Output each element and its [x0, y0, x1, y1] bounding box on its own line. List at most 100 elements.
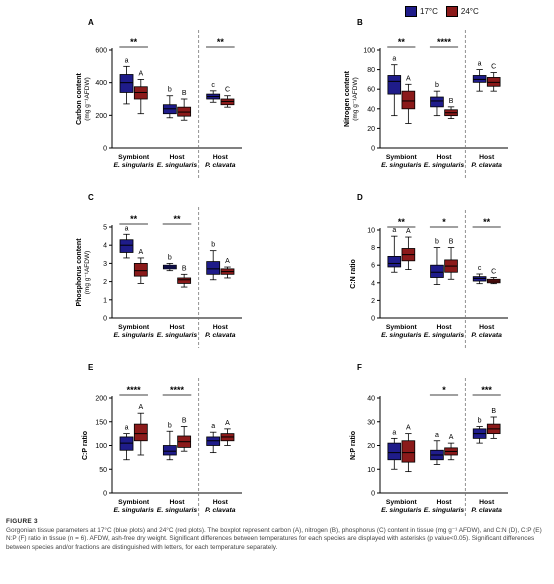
panel-b-y-tick-label: 60 [367, 87, 375, 94]
panel-f-category-sublabel: E. singularis [381, 507, 422, 514]
panel-e-y-tick-label: 100 [95, 443, 107, 450]
panel-f-significance-letter: a [392, 429, 396, 436]
panel-b-category-label: Host [479, 154, 495, 161]
panel-f-box [401, 440, 416, 463]
panel-c-category-sublabel: E. singularis [113, 332, 154, 339]
panel-f-y-tick-label: 40 [367, 396, 375, 403]
panel-b-category-sublabel: P. clavata [471, 162, 502, 169]
legend-swatch-24 [445, 5, 458, 17]
panel-f-y-tick-label: 10 [367, 467, 375, 474]
panel-f-y-tick-label: 20 [367, 443, 375, 450]
panel-a-significance-letter: a [125, 57, 129, 64]
panel-d-y-tick-label: 0 [371, 316, 375, 323]
panel-b-category-sublabel: E. singularis [381, 162, 422, 169]
panel-f-category-label: Symbiont [386, 499, 418, 506]
panel-a-y-tick-label: 400 [95, 80, 107, 87]
panel-f-category-sublabel: E. singularis [424, 507, 465, 514]
panel-d-significance-letter: a [392, 227, 396, 234]
panel-f-significance-stars: *** [481, 385, 492, 395]
panel-c-box [206, 261, 221, 275]
panel-a-box [119, 74, 134, 93]
panel-d-category-label: Host [479, 324, 495, 331]
panel-a-category-sublabel: E. singularis [113, 162, 154, 169]
panel-b-significance-letter: A [406, 75, 411, 82]
panel-b-box [401, 90, 416, 110]
panel-e-box [133, 423, 148, 442]
panel-a-significance-stars: ** [130, 37, 138, 47]
panel-d-significance-letter: B [449, 239, 454, 246]
panel-a-category-label: Host [213, 154, 229, 161]
panel-c-category-label: Host [169, 324, 185, 331]
panel-e-box [162, 445, 177, 456]
legend-swatch-17 [405, 5, 417, 17]
panel-f-significance-letter: A [406, 425, 411, 432]
panel-c-y-tick-label: 5 [103, 225, 107, 232]
panel-b-y-tick-label: 80 [367, 67, 375, 74]
panel-c-significance-letter: B [182, 265, 187, 272]
panel-e-category-label: Host [169, 499, 185, 506]
panel-a-significance-letter: B [182, 90, 187, 97]
panel-d-y-tick-label: 8 [371, 245, 375, 252]
panel-b-category-sublabel: E. singularis [424, 162, 465, 169]
panel-f-category-label: Host [436, 499, 452, 506]
panel-a-y-tick-label: 600 [95, 48, 107, 55]
panel-f-box [387, 442, 402, 461]
panel-c-significance-letter: A [225, 258, 230, 265]
panel-c-y-tick-label: 0 [103, 316, 107, 323]
panel-b-box [387, 75, 402, 95]
panel-c-significance-letter: b [168, 254, 172, 261]
panel-d-y-tick-label: 10 [367, 228, 375, 235]
panel-d-significance-stars: ** [483, 217, 491, 227]
panel-a-category-label: Host [169, 154, 185, 161]
panel-a-y-label-units: (mg g⁻¹AFDW) [84, 77, 91, 121]
panel-e-category-sublabel: P. clavata [205, 507, 236, 514]
panel-e-category-sublabel: E. singularis [157, 507, 198, 514]
panel-b-significance-letter: a [478, 61, 482, 68]
panel-e-y-tick-label: 150 [95, 419, 107, 426]
panel-d-category-sublabel: E. singularis [424, 332, 465, 339]
figure-caption: FIGURE 3 Gorgonian tissue parameters at … [6, 518, 548, 553]
panel-d-category-label: Host [436, 324, 452, 331]
panel-e-significance-letter: a [125, 425, 129, 432]
caption-label: FIGURE 3 [6, 518, 38, 525]
panel-c-category-label: Host [213, 324, 229, 331]
panel-f-letter: F [357, 363, 362, 372]
panel-b-y-label-units: (mg g⁻¹AFDW) [352, 77, 359, 121]
panel-d-significance-stars: * [442, 217, 446, 227]
panel-d-category-sublabel: E. singularis [381, 332, 422, 339]
panel-b-y-tick-label: 20 [367, 126, 375, 133]
panel-d-box [387, 255, 402, 268]
panel-f-significance-stars: * [442, 385, 446, 395]
panel-e-letter: E [88, 363, 94, 372]
panel-b-significance-stars: **** [437, 37, 452, 47]
panel-c-box [177, 277, 192, 284]
panel-f-significance-letter: a [435, 432, 439, 439]
panel-a-category-sublabel: E. singularis [157, 162, 198, 169]
panel-a-significance-letter: c [211, 82, 215, 89]
legend-label-24: 24°C [460, 6, 479, 16]
panel-c-category-sublabel: E. singularis [157, 332, 198, 339]
panel-f-y-tick-label: 0 [371, 491, 375, 498]
legend: 17°C 24°C [405, 4, 487, 18]
panel-b-category-label: Host [436, 154, 452, 161]
panel-a-category-sublabel: P. clavata [205, 162, 236, 169]
panel-a-category-label: Symbiont [118, 154, 150, 161]
panel-c-y-tick-label: 2 [103, 279, 107, 286]
panel-c-category-sublabel: P. clavata [205, 332, 236, 339]
panel-c-significance-stars: ** [173, 214, 181, 224]
panel-d-y-tick-label: 6 [371, 263, 375, 270]
panel-c-y-label: Phosphorus content [76, 238, 83, 307]
legend-label-17: 17°C [420, 6, 438, 16]
panel-b-y-tick-label: 0 [371, 146, 375, 153]
panel-a-y-label: Carbon content [76, 72, 83, 124]
panel-d-y-label: C:N ratio [350, 259, 357, 289]
panel-f-y-label: N:P ratio [350, 431, 357, 460]
panel-d-letter: D [357, 193, 363, 202]
panel-e-significance-letter: a [211, 423, 215, 430]
panel-c-significance-letter: A [138, 249, 143, 256]
panel-b-y-tick-label: 40 [367, 106, 375, 113]
panel-c-box [133, 262, 148, 277]
panel-f-y-tick-label: 30 [367, 419, 375, 426]
panel-e-significance-letter: A [138, 404, 143, 411]
panel-e-significance-letter: A [225, 420, 230, 427]
